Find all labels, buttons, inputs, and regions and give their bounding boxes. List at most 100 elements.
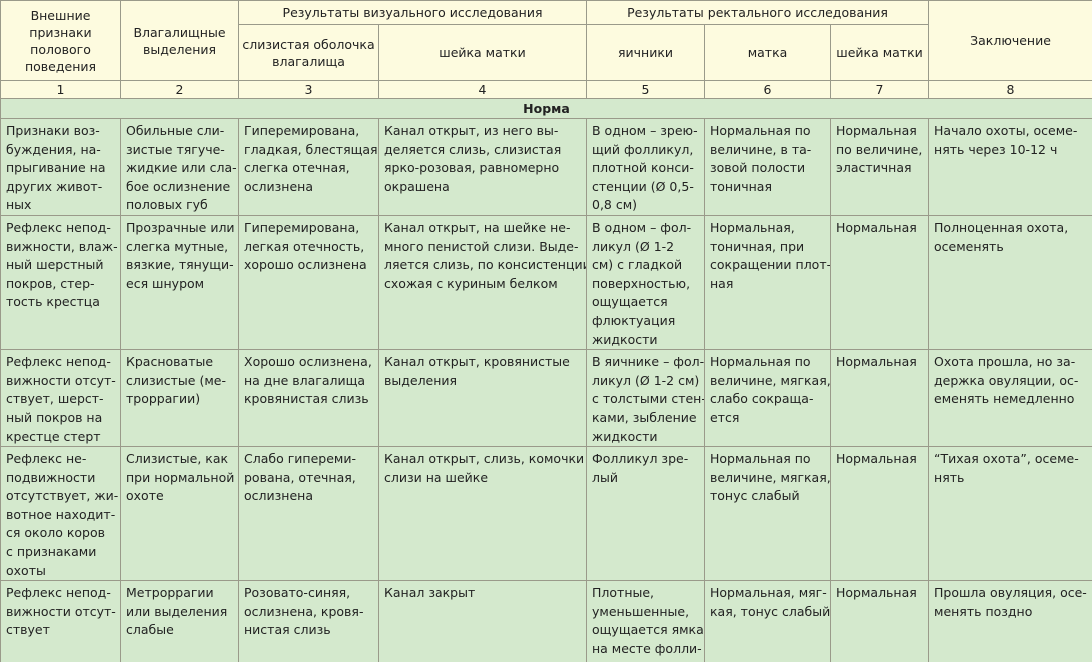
header-cell: Результаты визуального исследования: [238, 0, 587, 25]
cell-text: В яичнике – фол-: [592, 354, 705, 370]
cell-text: 0,8 см): [592, 197, 638, 213]
cell-text: Канал открыт, слизь, комочки: [384, 451, 585, 467]
cell-text: В одном – фол-: [592, 219, 692, 235]
cell-text: буждения, на-: [6, 141, 101, 157]
data-cell: Рефлекс непод-вижности отсут-ствует, шер…: [0, 349, 121, 448]
header-row: слизистая оболочка влагалища шейка матки …: [1, 24, 1092, 81]
cell-text: кровянистая слизь: [244, 391, 369, 407]
cell-text: по величине,: [836, 141, 923, 157]
cell-text: величине, в та-: [710, 141, 812, 157]
cell-text: ярко-розовая, равномерно: [384, 160, 560, 176]
cell-text: Плотные,: [592, 585, 655, 601]
data-cell: Полноценная охота, осеменять: [928, 214, 1092, 351]
cell-text: рована, отечная,: [244, 469, 356, 485]
column-number: 4: [378, 80, 587, 99]
cell-text: половых губ: [126, 197, 208, 213]
header-cell: яичники: [586, 24, 705, 81]
cell-text: Гиперемирована,: [244, 219, 360, 235]
cell-text: ощущается ямка: [592, 622, 704, 638]
section-row: Норма: [0, 98, 1092, 119]
header-text: выделения: [142, 41, 217, 57]
cell-text: при нормальной: [126, 469, 235, 485]
data-cell: Нормальная по величине, в та-зовой полост…: [704, 118, 831, 216]
cell-text: тость крестца: [6, 294, 100, 310]
data-cell: Прозрачные или слегка мутные, вязкие, тяну…: [120, 214, 239, 351]
cell-text: нять через 10-12 ч: [934, 141, 1058, 157]
cell-text: покров, стер-: [6, 275, 95, 291]
cell-text: ками, зыбление: [592, 409, 697, 425]
cell-text: жидкие или сла-: [126, 160, 237, 176]
cell-text: см) с гладкой: [592, 257, 683, 273]
section-title: Норма: [0, 98, 1092, 119]
cell-text: Признаки воз-: [6, 123, 100, 138]
cell-text: ся около коров: [6, 525, 105, 541]
data-cell: Хорошо ослизнена, на дне влагалища кровяни…: [238, 349, 379, 448]
cell-text: тоничная, при: [710, 238, 805, 254]
cell-text: Канал открыт, на шейке не-: [384, 219, 571, 235]
cell-text: тонус слабый: [710, 488, 800, 504]
cell-text: охоте: [126, 488, 164, 504]
data-row: Рефлекс непод-вижности отсут-ствует Метро…: [0, 580, 1092, 662]
header-text: Внешние: [30, 7, 91, 23]
data-cell: Нормальная по величине, мягкая, слабо сокр…: [704, 349, 831, 448]
cell-text: Слизистые, как: [126, 451, 229, 467]
cell-text: ствует: [6, 622, 50, 638]
cell-text: еменять немедленно: [934, 391, 1075, 407]
data-cell: Рефлекс не-подвижности отсутствует, жи-во…: [0, 446, 121, 582]
data-cell: Фолликул зре-лый: [586, 446, 705, 582]
cell-text: выделения: [384, 372, 458, 388]
cell-text: В одном – зрею-: [592, 123, 698, 138]
cell-text: вижности отсут-: [6, 603, 116, 619]
header-text: Влагалищные: [133, 24, 226, 40]
cell-text: Нормальная, мяг-: [710, 585, 827, 601]
cell-text: щий фолликул,: [592, 141, 694, 157]
column-number: 7: [829, 80, 930, 99]
cell-text: слабые: [126, 622, 174, 638]
cell-text: с толстыми стен-: [592, 391, 705, 407]
cell-text: ликул (Ø 1-2 см): [592, 372, 700, 388]
cell-text: эластичная: [836, 160, 912, 176]
cell-text: ется: [710, 409, 740, 425]
cell-text: ляется слизь, по консистенции: [384, 257, 587, 273]
cell-text: Нормальная по: [710, 451, 811, 467]
cell-text: ный покров на: [6, 409, 103, 425]
cell-text: вижности, влаж-: [6, 238, 118, 254]
cell-text: ослизнена: [244, 488, 313, 504]
header-cell: шейка матки: [378, 24, 587, 81]
cell-text: кая, тонус слабый: [710, 603, 831, 619]
header-text: полового: [30, 41, 91, 57]
cell-text: Начало охоты, осеме-: [934, 123, 1078, 138]
cell-text: “Тихая охота”, осеме-: [934, 451, 1079, 467]
cell-text: сокращении плот-: [710, 257, 831, 273]
header-cell: матка: [704, 24, 831, 81]
data-cell: Нормальная: [829, 214, 930, 351]
data-cell: Нормальная: [829, 580, 930, 662]
data-cell: Канал открыт, на шейке не-много пенистой…: [378, 214, 587, 351]
cell-text: троррагии): [126, 391, 201, 407]
data-cell: В одном – фол-ликул (Ø 1-2 см) с гладкой п…: [586, 214, 705, 351]
cell-text: слегка мутные,: [126, 238, 229, 254]
cell-text: Нормальная по: [710, 123, 811, 138]
cell-text: Рефлекс непод-: [6, 354, 111, 370]
cell-text: Красноватые: [126, 354, 214, 370]
header-row: Внешние признаки полового поведения Влагали…: [0, 0, 1092, 81]
header-text: слизистая оболочка: [242, 36, 375, 52]
cell-text: осеменять: [934, 238, 1004, 254]
cell-text: Нормальная: [836, 219, 917, 235]
data-cell: Начало охоты, осеме-нять через 10-12 ч: [928, 118, 1092, 216]
cell-text: ный шерстный: [6, 257, 104, 273]
cell-text: зовой полости: [710, 160, 806, 176]
cell-text: ных: [6, 197, 32, 213]
data-cell: Канал открыт, кровянистые выделения: [378, 349, 587, 448]
header-cell: шейка матки: [829, 24, 930, 81]
cell-text: кула: [592, 659, 700, 662]
data-cell: Гиперемирована, легкая отечность, хорошо о…: [238, 214, 379, 351]
cell-text: жидкости: [592, 331, 658, 347]
cell-text: жидкости: [592, 428, 658, 444]
data-cell: Нормальная: [829, 446, 930, 582]
cell-text: ствует, шерст-: [6, 391, 104, 407]
cell-text: Канал открыт, кровянистые: [384, 354, 570, 370]
data-cell: Нормальная по величине, эластичная: [829, 118, 930, 216]
